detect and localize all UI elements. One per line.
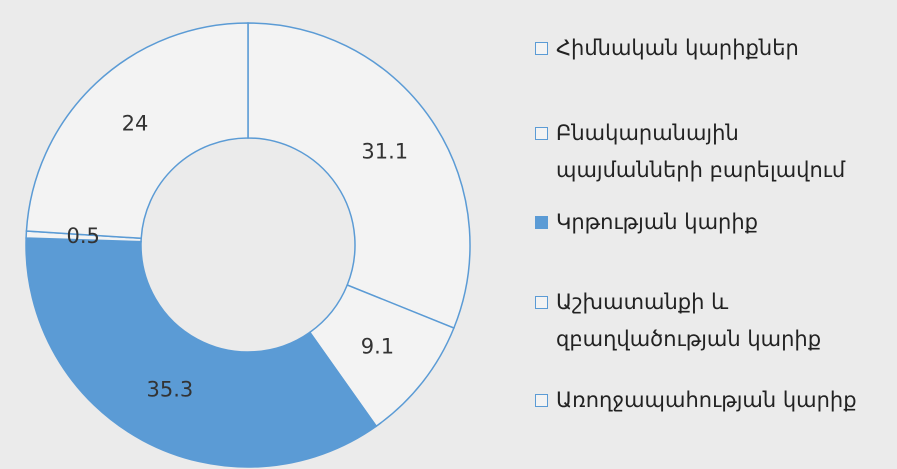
legend-label: Առողջապահության կարիք (556, 388, 857, 412)
legend-swatch (535, 127, 548, 140)
legend-label: Հիմնական կարիքներ (556, 36, 799, 60)
data-label: 31.1 (361, 140, 408, 164)
legend-item: Առողջապահության կարիք (535, 382, 886, 419)
donut-segment (25, 22, 249, 240)
legend-item: Հիմնական կարիքներ (535, 30, 886, 67)
legend-item: Կրթության կարիք (535, 204, 886, 241)
data-label: 35.3 (146, 377, 193, 401)
legend-swatch (535, 216, 548, 229)
legend-swatch (535, 394, 548, 407)
legend-item: Բնակարանային պայմանների բարելավում (535, 115, 886, 189)
legend-label: Աշխատանքի և զբաղվածության կարիք (556, 290, 822, 351)
data-label: 0.5 (66, 224, 99, 248)
legend-label: Կրթության կարիք (556, 210, 759, 234)
donut-segment (247, 22, 471, 329)
data-label: 24 (122, 112, 149, 136)
legend-item: Աշխատանքի և զբաղվածության կարիք (535, 284, 886, 358)
legend-swatch (535, 296, 548, 309)
legend-label: Բնակարանային պայմանների բարելավում (556, 121, 846, 182)
data-label: 9.1 (361, 334, 394, 358)
donut-segment (25, 237, 378, 468)
legend-swatch (535, 42, 548, 55)
